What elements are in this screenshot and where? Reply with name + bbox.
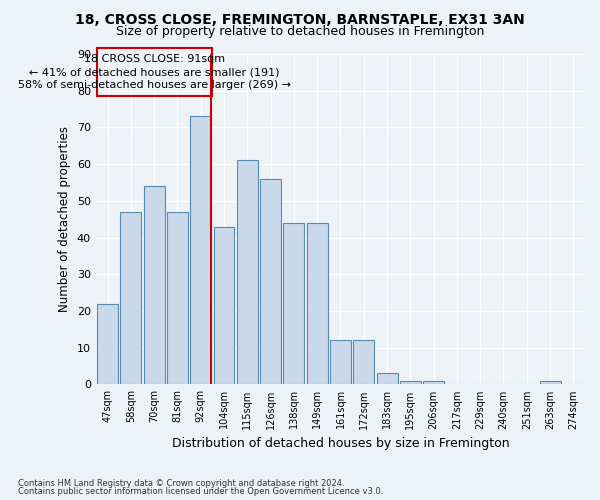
Bar bbox=[190, 116, 211, 384]
Bar bbox=[97, 304, 118, 384]
Bar bbox=[260, 179, 281, 384]
Bar bbox=[237, 160, 258, 384]
Text: 58% of semi-detached houses are larger (269) →: 58% of semi-detached houses are larger (… bbox=[18, 80, 291, 90]
Text: 18 CROSS CLOSE: 91sqm: 18 CROSS CLOSE: 91sqm bbox=[84, 54, 225, 64]
Bar bbox=[167, 212, 188, 384]
Text: Contains public sector information licensed under the Open Government Licence v3: Contains public sector information licen… bbox=[18, 487, 383, 496]
Bar bbox=[214, 226, 235, 384]
Bar bbox=[377, 374, 398, 384]
Bar bbox=[330, 340, 351, 384]
Text: 18, CROSS CLOSE, FREMINGTON, BARNSTAPLE, EX31 3AN: 18, CROSS CLOSE, FREMINGTON, BARNSTAPLE,… bbox=[75, 12, 525, 26]
Bar bbox=[283, 223, 304, 384]
Y-axis label: Number of detached properties: Number of detached properties bbox=[58, 126, 71, 312]
Text: Contains HM Land Registry data © Crown copyright and database right 2024.: Contains HM Land Registry data © Crown c… bbox=[18, 478, 344, 488]
Bar bbox=[539, 381, 560, 384]
Bar bbox=[143, 186, 164, 384]
X-axis label: Distribution of detached houses by size in Fremington: Distribution of detached houses by size … bbox=[172, 437, 509, 450]
Text: ← 41% of detached houses are smaller (191): ← 41% of detached houses are smaller (19… bbox=[29, 68, 280, 78]
Bar bbox=[353, 340, 374, 384]
Bar bbox=[121, 212, 142, 384]
Bar bbox=[423, 381, 444, 384]
Text: Size of property relative to detached houses in Fremington: Size of property relative to detached ho… bbox=[116, 25, 484, 38]
Bar bbox=[400, 381, 421, 384]
Bar bbox=[307, 223, 328, 384]
